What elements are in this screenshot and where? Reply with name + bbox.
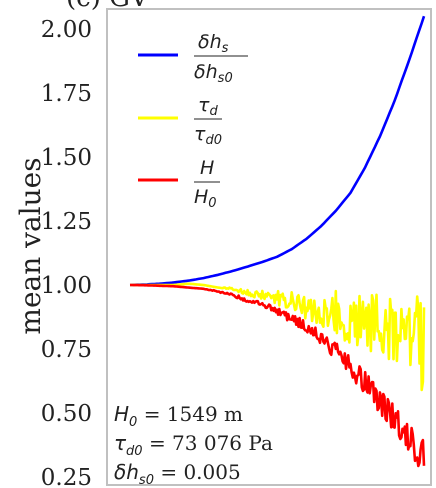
svg-text:H: H	[200, 157, 214, 179]
legend-label-dhs: δhs δhs0	[194, 31, 248, 86]
annotation-h0: H0 = 1549 m	[114, 402, 243, 430]
y-axis-label: mean values	[14, 157, 47, 334]
y-tick-label: 1.25	[41, 209, 92, 235]
series-line-0	[129, 15, 426, 287]
svg-text:δhs: δhs	[198, 31, 229, 56]
y-tick-label: 0.75	[41, 337, 92, 363]
series-lines	[129, 15, 426, 468]
annotation-block: H0 = 1549 m τd0 = 73 076 Pa δhs0 = 0.005	[114, 402, 273, 488]
svg-text:τd0: τd0	[194, 123, 222, 148]
legend-label-tau: τd τd0	[194, 94, 222, 148]
y-tick-label: 1.75	[41, 81, 92, 107]
plot-frame	[106, 8, 432, 486]
y-tick-label: 2.00	[41, 17, 92, 43]
legend-label-h: H H0	[194, 157, 220, 211]
annotation-dhs0: δhs0 = 0.005	[114, 460, 241, 488]
legend: δhs δhs0 τd τd0 H H0	[138, 31, 248, 211]
series-line-1	[129, 282, 426, 392]
y-tick-label: 0.50	[41, 401, 92, 427]
annotation-tau-d0: τd0 = 73 076 Pa	[114, 431, 273, 459]
y-tick-label: 0.25	[41, 465, 92, 488]
series-line-2	[129, 283, 426, 468]
y-tick-labels: 2.00 1.75 1.50 1.25 1.00 0.75 0.50 0.25	[41, 17, 92, 488]
y-tick-label: 1.50	[41, 145, 92, 171]
y-tick-label: 1.00	[41, 273, 92, 299]
svg-text:H0: H0	[194, 186, 217, 211]
svg-text:τd: τd	[198, 94, 218, 119]
svg-text:δhs0: δhs0	[194, 61, 233, 86]
